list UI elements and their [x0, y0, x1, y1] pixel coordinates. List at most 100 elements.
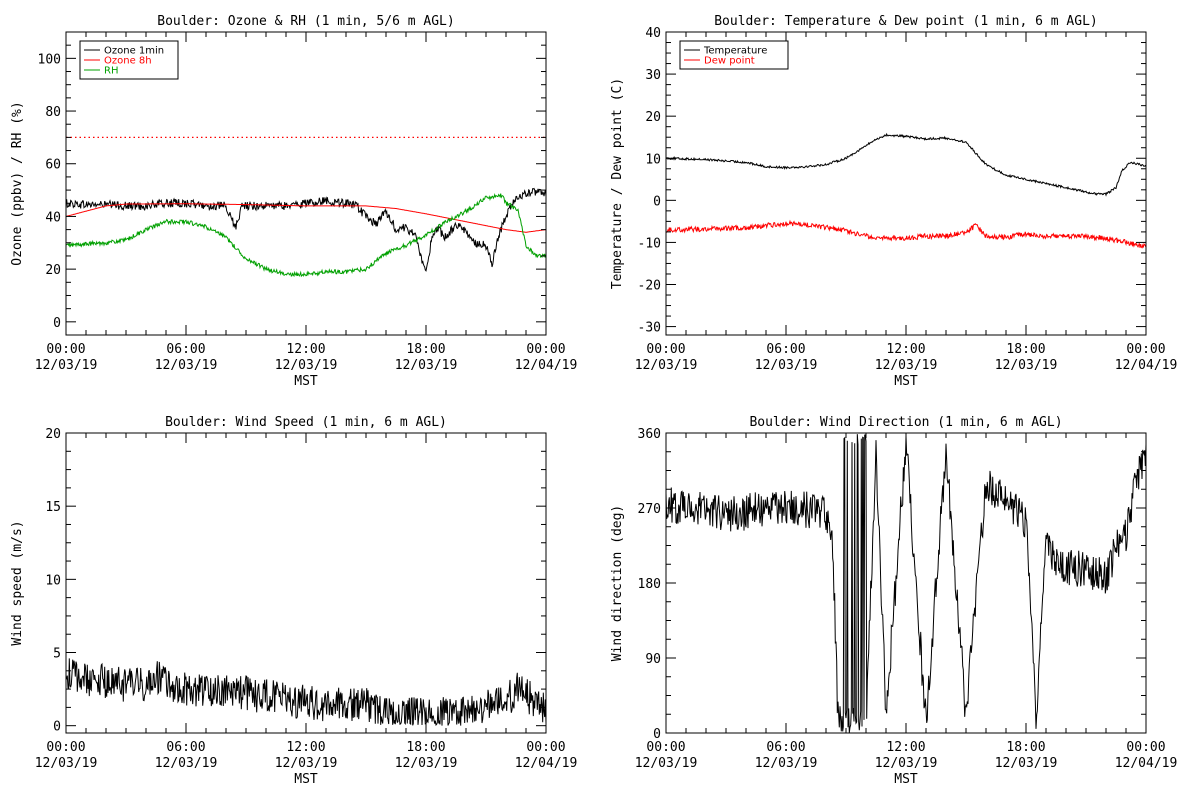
chart-ozone-rh-ytick-label: 40 — [45, 210, 61, 225]
chart-temp-dew-legend-label: Temperature — [703, 46, 767, 57]
chart-ozone-rh-ytick-label: 20 — [45, 263, 61, 278]
chart-ozone-rh-ytick-label: 0 — [53, 316, 61, 331]
chart-wind-dir-xtick-date: 12/03/19 — [875, 756, 938, 771]
chart-wind-speed-ytick-label: 10 — [45, 573, 61, 588]
chart-wind-dir-ytick-label: 360 — [638, 427, 661, 442]
chart-temp-dew-ytick-label: 0 — [653, 194, 661, 209]
chart-ozone-rh-xlabel: MST — [294, 374, 318, 389]
chart-temp-dew-xtick-time: 12:00 — [886, 342, 925, 357]
chart-ozone-rh-legend-label: RH — [104, 66, 118, 77]
chart-wind-dir-ytick-label: 90 — [645, 652, 661, 667]
chart-wind-speed-xlabel: MST — [294, 772, 318, 787]
chart-temp-dew-ylabel: Temperature / Dew point (C) — [610, 78, 625, 289]
chart-temp-dew-ytick-label: 30 — [645, 68, 661, 83]
chart-ozone-rh-xtick-time: 00:00 — [526, 342, 565, 357]
chart-temp-dew-xtick-date: 12/03/19 — [875, 358, 938, 373]
chart-ozone-rh-legend-label: Ozone 8h — [104, 56, 152, 67]
chart-wind-speed-ytick-label: 20 — [45, 427, 61, 442]
chart-wind-speed-title: Boulder: Wind Speed (1 min, 6 m AGL) — [165, 415, 447, 430]
chart-temp-dew-legend — [679, 40, 789, 70]
chart-temp-dew: Boulder: Temperature & Dew point (1 min,… — [610, 14, 1177, 389]
chart-wind-speed-xtick-time: 00:00 — [526, 740, 565, 755]
chart-temp-dew-legend-label: Dew point — [704, 56, 755, 67]
chart-wind-speed-ytick-label: 5 — [53, 647, 61, 662]
chart-wind-dir-xlabel: MST — [894, 772, 918, 787]
chart-wind-speed-ytick-label: 15 — [45, 500, 61, 515]
chart-wind-speed-xtick-date: 12/04/19 — [515, 756, 578, 771]
chart-temp-dew-ytick-label: -10 — [638, 236, 661, 251]
chart-ozone-rh-xtick-time: 00:00 — [46, 342, 85, 357]
chart-wind-dir: Boulder: Wind Direction (1 min, 6 m AGL)… — [610, 415, 1177, 787]
chart-temp-dew-ytick-label: 20 — [645, 110, 661, 125]
chart-wind-dir-ytick-label: 270 — [638, 502, 661, 517]
chart-wind-speed-series-0 — [66, 658, 546, 726]
chart-temp-dew-ytick-label: 40 — [645, 26, 661, 41]
chart-wind-dir-xtick-time: 00:00 — [1126, 740, 1165, 755]
chart-temp-dew-xtick-date: 12/03/19 — [635, 358, 698, 373]
chart-temp-dew-frame — [665, 31, 1147, 336]
chart-wind-dir-xtick-time: 00:00 — [646, 740, 685, 755]
chart-temp-dew-xtick-date: 12/04/19 — [1115, 358, 1178, 373]
chart-wind-speed-xtick-time: 00:00 — [46, 740, 85, 755]
chart-wind-dir-xtick-time: 12:00 — [886, 740, 925, 755]
chart-temp-dew-ytick-label: -30 — [638, 321, 661, 336]
chart-wind-dir-series-0 — [666, 434, 1146, 733]
chart-wind-speed-xtick-date: 12/03/19 — [35, 756, 98, 771]
chart-wind-dir-xtick-time: 06:00 — [766, 740, 805, 755]
chart-ozone-rh-xtick-time: 12:00 — [286, 342, 325, 357]
chart-wind-dir-frame — [665, 432, 1147, 734]
chart-ozone-rh: Boulder: Ozone & RH (1 min, 5/6 m AGL) Oz… — [10, 14, 577, 389]
chart-ozone-rh-xtick-date: 12/03/19 — [395, 358, 458, 373]
chart-ozone-rh-series-0 — [66, 187, 546, 272]
chart-wind-speed-xtick-date: 12/03/19 — [395, 756, 458, 771]
chart-wind-dir-xtick-date: 12/03/19 — [995, 756, 1058, 771]
chart-ozone-rh-title: Boulder: Ozone & RH (1 min, 5/6 m AGL) — [157, 14, 454, 29]
chart-wind-dir-title: Boulder: Wind Direction (1 min, 6 m AGL) — [749, 415, 1062, 430]
chart-wind-dir-plot-area — [666, 434, 1146, 733]
chart-temp-dew-xtick-date: 12/03/19 — [995, 358, 1058, 373]
chart-temp-dew-xtick-time: 18:00 — [1006, 342, 1045, 357]
chart-temp-dew-series-0 — [666, 132, 1146, 197]
chart-wind-dir-ytick-label: 0 — [653, 727, 661, 742]
chart-wind-speed-xtick-date: 12/03/19 — [275, 756, 338, 771]
chart-wind-speed-ytick-label: 0 — [53, 720, 61, 735]
chart-wind-speed-xtick-date: 12/03/19 — [155, 756, 218, 771]
chart-temp-dew-title: Boulder: Temperature & Dew point (1 min,… — [714, 14, 1098, 29]
chart-ozone-rh-series-1 — [66, 203, 546, 233]
chart-ozone-rh-xtick-time: 06:00 — [166, 342, 205, 357]
chart-wind-speed: Boulder: Wind Speed (1 min, 6 m AGL) Wind… — [10, 415, 577, 787]
chart-wind-dir-ylabel: Wind direction (deg) — [610, 505, 625, 662]
chart-ozone-rh-xtick-date: 12/03/19 — [155, 358, 218, 373]
chart-ozone-rh-legend-label: Ozone 1min — [104, 46, 164, 57]
chart-ozone-rh-xtick-date: 12/03/19 — [275, 358, 338, 373]
chart-wind-speed-plot-area — [66, 658, 546, 726]
chart-wind-speed-xtick-time: 06:00 — [166, 740, 205, 755]
chart-temp-dew-xtick-time: 00:00 — [1126, 342, 1165, 357]
chart-ozone-rh-ylabel: Ozone (ppbv) / RH (%) — [10, 101, 25, 265]
chart-ozone-rh-xtick-date: 12/04/19 — [515, 358, 578, 373]
chart-temp-dew-ytick-label: 10 — [645, 152, 661, 167]
chart-wind-dir-xtick-time: 18:00 — [1006, 740, 1045, 755]
chart-ozone-rh-ytick-label: 80 — [45, 105, 61, 120]
chart-wind-speed-xtick-time: 12:00 — [286, 740, 325, 755]
chart-temp-dew-xtick-time: 00:00 — [646, 342, 685, 357]
chart-temp-dew-ytick-label: -20 — [638, 279, 661, 294]
chart-wind-dir-xtick-date: 12/03/19 — [755, 756, 818, 771]
chart-wind-speed-ylabel: Wind speed (m/s) — [10, 520, 25, 645]
chart-temp-dew-series-1 — [666, 219, 1146, 249]
chart-ozone-rh-plot-area — [66, 136, 546, 278]
chart-temp-dew-xtick-date: 12/03/19 — [755, 358, 818, 373]
chart-wind-speed-xtick-time: 18:00 — [406, 740, 445, 755]
chart-temp-dew-plot-area — [666, 132, 1146, 249]
chart-ozone-rh-xtick-time: 18:00 — [406, 342, 445, 357]
chart-wind-dir-xtick-date: 12/03/19 — [635, 756, 698, 771]
chart-ozone-rh-series-2 — [66, 192, 546, 278]
chart-temp-dew-xlabel: MST — [894, 374, 918, 389]
chart-wind-dir-xtick-date: 12/04/19 — [1115, 756, 1178, 771]
chart-temp-dew-xtick-time: 06:00 — [766, 342, 805, 357]
chart-ozone-rh-ytick-label: 100 — [38, 52, 61, 67]
chart-wind-dir-ytick-label: 180 — [638, 577, 661, 592]
chart-ozone-rh-xtick-date: 12/03/19 — [35, 358, 98, 373]
